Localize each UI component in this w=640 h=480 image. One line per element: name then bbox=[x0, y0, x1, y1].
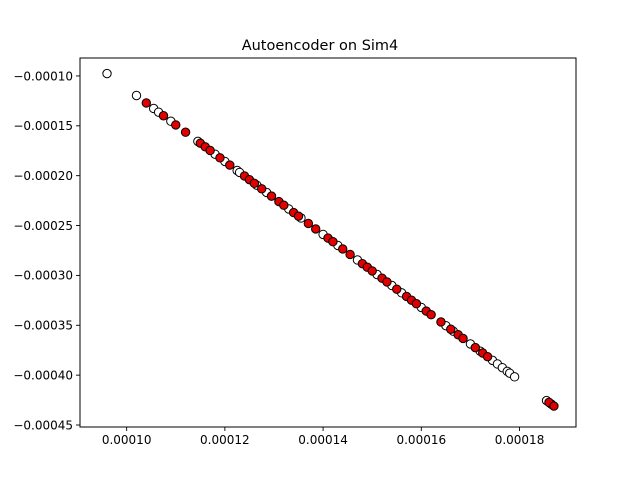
scatter-point bbox=[446, 324, 456, 334]
scatter-point bbox=[158, 111, 169, 121]
scatter-point bbox=[131, 90, 142, 101]
x-tick-label: 0.00014 bbox=[298, 433, 348, 447]
y-tick-label: −0.00035 bbox=[13, 319, 73, 333]
scatter-point bbox=[367, 266, 377, 276]
scatter-point bbox=[257, 184, 267, 194]
y-tick-label: −0.00025 bbox=[13, 219, 73, 233]
y-tick-label: −0.00015 bbox=[13, 119, 73, 133]
scatter-point bbox=[171, 120, 181, 130]
scatter-point bbox=[225, 160, 235, 170]
x-tick-label: 0.00018 bbox=[495, 433, 545, 447]
scatter-point bbox=[392, 284, 402, 294]
scatter-point bbox=[338, 244, 348, 254]
x-tick-label: 0.00010 bbox=[102, 433, 152, 447]
scatter-point bbox=[345, 249, 355, 260]
scatter-point bbox=[279, 200, 289, 210]
scatter-point bbox=[436, 317, 446, 327]
scatter-point bbox=[141, 98, 152, 108]
x-tick-label: 0.00012 bbox=[200, 433, 250, 447]
ticks-layer: 0.00010 0.00012 0.00014 0.00016 0.00018 −0.00… bbox=[13, 69, 544, 447]
scatter-point bbox=[470, 342, 481, 353]
scatter-point bbox=[293, 211, 304, 221]
scatter-point bbox=[205, 145, 215, 156]
points-layer bbox=[102, 68, 559, 411]
y-tick-label: −0.00040 bbox=[13, 368, 73, 382]
scatter-point bbox=[458, 333, 468, 344]
x-tick-label: 0.00016 bbox=[396, 433, 446, 447]
scatter-point bbox=[303, 218, 314, 229]
scatter-point bbox=[549, 401, 559, 411]
scatter-point bbox=[215, 153, 225, 163]
y-tick-label: −0.00020 bbox=[13, 169, 73, 183]
scatter-point bbox=[311, 224, 321, 234]
y-tick-label: −0.00010 bbox=[13, 69, 73, 83]
plot-frame bbox=[79, 57, 577, 428]
scatter-point bbox=[249, 178, 260, 189]
scatter-point bbox=[266, 191, 277, 201]
chart-title: Autoencoder on Sim4 bbox=[242, 38, 399, 54]
scatter-point bbox=[382, 277, 392, 287]
y-tick-label: −0.00030 bbox=[13, 269, 73, 283]
scatter-point bbox=[102, 68, 112, 79]
scatter-point bbox=[426, 310, 436, 320]
scatter-point bbox=[328, 237, 338, 247]
scatter-point bbox=[482, 351, 493, 362]
scatter-point bbox=[411, 299, 422, 309]
y-tick-label: −0.00045 bbox=[13, 418, 73, 432]
scatter-point bbox=[180, 127, 191, 137]
scatter-point bbox=[509, 372, 520, 382]
